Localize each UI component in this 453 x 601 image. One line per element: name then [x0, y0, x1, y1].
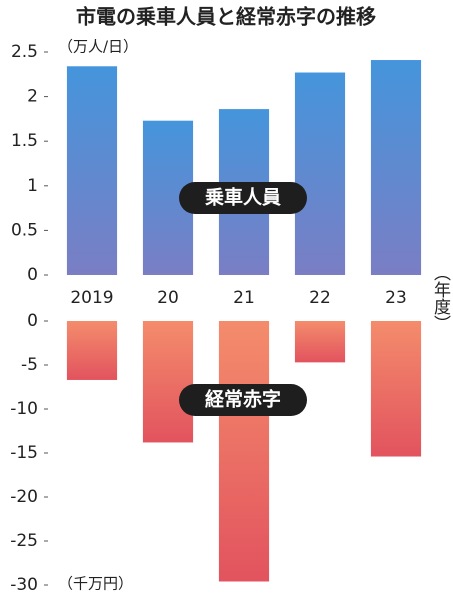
- y-tick-label: 0.5: [11, 220, 38, 240]
- bar: [142, 321, 194, 443]
- y-tick-label: -25: [10, 531, 38, 551]
- y-axis-label: （千万円）: [58, 575, 133, 593]
- bar: [294, 321, 346, 363]
- x-tick-label: 21: [233, 288, 255, 308]
- y-tick-label: 1.5: [11, 131, 38, 151]
- bar: [294, 72, 346, 276]
- chart-title: 市電の乗車人員と経常赤字の推移: [76, 5, 376, 29]
- y-tick-label: 0: [27, 265, 38, 285]
- bar: [66, 321, 118, 380]
- bar: [218, 321, 270, 582]
- x-tick-label: 23: [385, 288, 407, 308]
- y-tick-label: -5: [21, 355, 38, 375]
- bar: [66, 66, 118, 275]
- bar: [370, 60, 422, 275]
- y-tick-label: -15: [10, 443, 38, 463]
- annotation: 経常赤字: [205, 388, 281, 411]
- y-axis-label: （万人/日）: [58, 38, 138, 56]
- y-tick-label: 0: [27, 311, 38, 331]
- annotation-box: [179, 384, 307, 416]
- y-tick-label: -10: [10, 399, 38, 419]
- y-tick-label: -20: [10, 487, 38, 507]
- y-tick-label: 1: [27, 176, 38, 196]
- bar: [370, 321, 422, 457]
- annotation: 乗車人員: [205, 186, 281, 209]
- y-tick-label: 2.5: [11, 42, 38, 62]
- x-axis-label: （年度）: [430, 264, 451, 332]
- x-tick-label: 20: [157, 288, 179, 308]
- annotation-box: [179, 182, 307, 214]
- y-tick-label: -30: [10, 575, 38, 595]
- y-tick-label: 2: [27, 87, 38, 107]
- x-tick-label: 2019: [70, 288, 113, 308]
- x-tick-label: 22: [309, 288, 331, 308]
